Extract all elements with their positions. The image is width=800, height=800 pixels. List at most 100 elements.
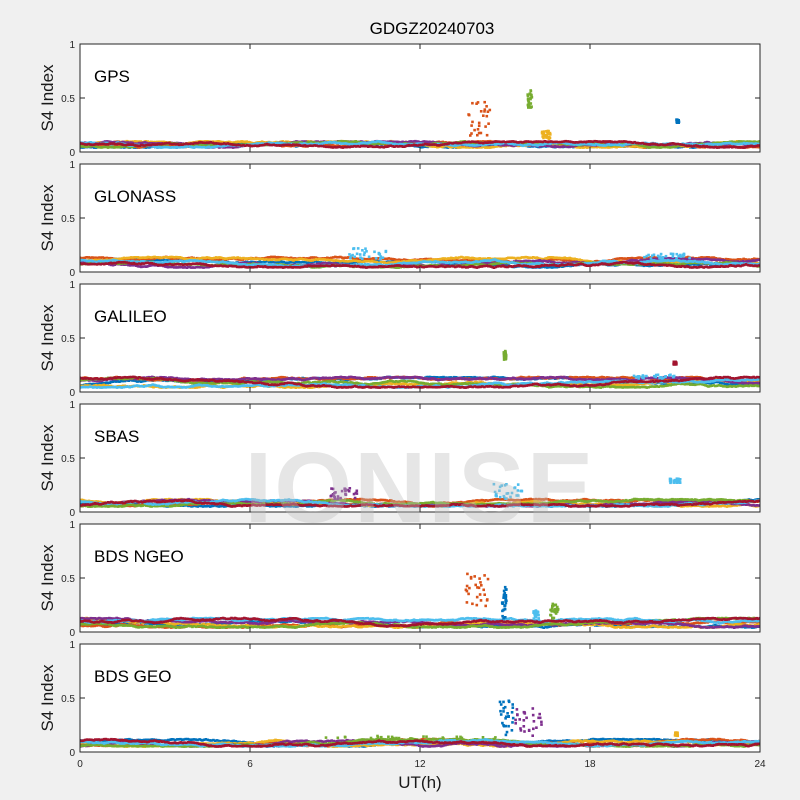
data-point [228, 140, 231, 144]
data-point [147, 259, 151, 262]
data-point [303, 142, 306, 145]
data-point [392, 140, 395, 144]
data-point [488, 262, 491, 265]
data-point [199, 266, 202, 269]
data-point [368, 145, 371, 148]
data-point [367, 141, 370, 144]
data-point [640, 258, 643, 262]
data-point [587, 145, 590, 149]
data-point [689, 261, 692, 265]
data-point [597, 145, 600, 149]
data-point [431, 258, 434, 262]
data-point [330, 258, 333, 262]
data-point [95, 142, 98, 146]
data-point [508, 143, 512, 147]
data-point [705, 140, 709, 144]
data-point [424, 145, 428, 148]
data-point [505, 257, 509, 260]
data-point [448, 145, 451, 148]
data-point [470, 143, 474, 147]
data-point [706, 145, 710, 149]
data-point [222, 144, 226, 148]
data-point [312, 266, 315, 269]
data-point [670, 257, 674, 261]
data-point [201, 141, 205, 144]
data-point [93, 143, 97, 146]
data-point [624, 143, 628, 146]
data-point [581, 140, 584, 144]
data-point [279, 256, 283, 259]
data-point [644, 142, 648, 146]
data-point [128, 264, 132, 267]
data-point [187, 144, 191, 148]
data-point [326, 256, 329, 260]
data-point [189, 145, 192, 149]
data-point [617, 145, 620, 148]
data-point [520, 256, 524, 259]
data-point [695, 258, 699, 261]
data-point [158, 259, 162, 262]
data-point [267, 143, 270, 146]
data-point [486, 110, 490, 113]
data-point [314, 142, 318, 146]
data-point [406, 260, 409, 263]
data-point [685, 263, 688, 266]
data-point [473, 128, 476, 132]
data-point [501, 142, 504, 145]
data-point [167, 256, 171, 259]
data-point [185, 145, 189, 148]
data-point [460, 255, 463, 259]
data-point [562, 145, 565, 148]
data-point [497, 140, 500, 143]
data-point [117, 145, 121, 149]
data-point [278, 258, 282, 261]
data-point [156, 145, 159, 149]
data-point [344, 142, 348, 145]
data-point [469, 134, 472, 137]
data-point [281, 140, 284, 143]
data-point [511, 140, 514, 143]
data-point [173, 259, 176, 263]
data-point [260, 257, 263, 261]
data-point [509, 140, 512, 143]
data-point [268, 258, 272, 261]
data-point [312, 256, 315, 259]
data-point [313, 258, 317, 262]
data-point [181, 143, 184, 146]
data-point [138, 265, 142, 268]
data-point [658, 143, 662, 146]
data-point [697, 263, 701, 266]
data-point [250, 260, 253, 264]
data-point [740, 142, 744, 145]
data-point [675, 263, 679, 267]
data-point [245, 140, 248, 143]
data-point [411, 259, 415, 262]
data-point [399, 258, 403, 262]
data-point [664, 145, 668, 149]
data-point [350, 259, 353, 263]
data-point [521, 260, 525, 263]
data-point [193, 266, 196, 269]
data-point [172, 142, 176, 146]
data-point [420, 143, 423, 147]
data-point [548, 142, 552, 146]
data-point [418, 143, 421, 147]
data-point [554, 265, 557, 269]
data-point [498, 257, 502, 261]
data-point [572, 144, 576, 148]
data-point [676, 142, 680, 146]
data-point [723, 142, 727, 145]
data-point [236, 145, 240, 149]
data-point [265, 256, 269, 259]
data-point [424, 257, 427, 261]
data-point [281, 256, 284, 259]
data-point [577, 143, 580, 146]
data-point [218, 258, 221, 261]
data-point [192, 146, 195, 149]
data-point [689, 144, 692, 148]
data-point [628, 263, 632, 266]
data-point [700, 145, 703, 148]
data-point [363, 144, 367, 148]
data-point [265, 142, 269, 146]
data-point [467, 259, 470, 262]
